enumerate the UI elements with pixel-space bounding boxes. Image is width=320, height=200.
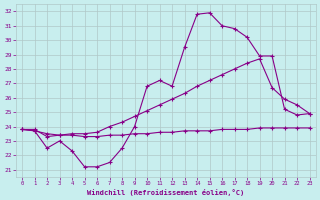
X-axis label: Windchill (Refroidissement éolien,°C): Windchill (Refroidissement éolien,°C) <box>87 189 244 196</box>
